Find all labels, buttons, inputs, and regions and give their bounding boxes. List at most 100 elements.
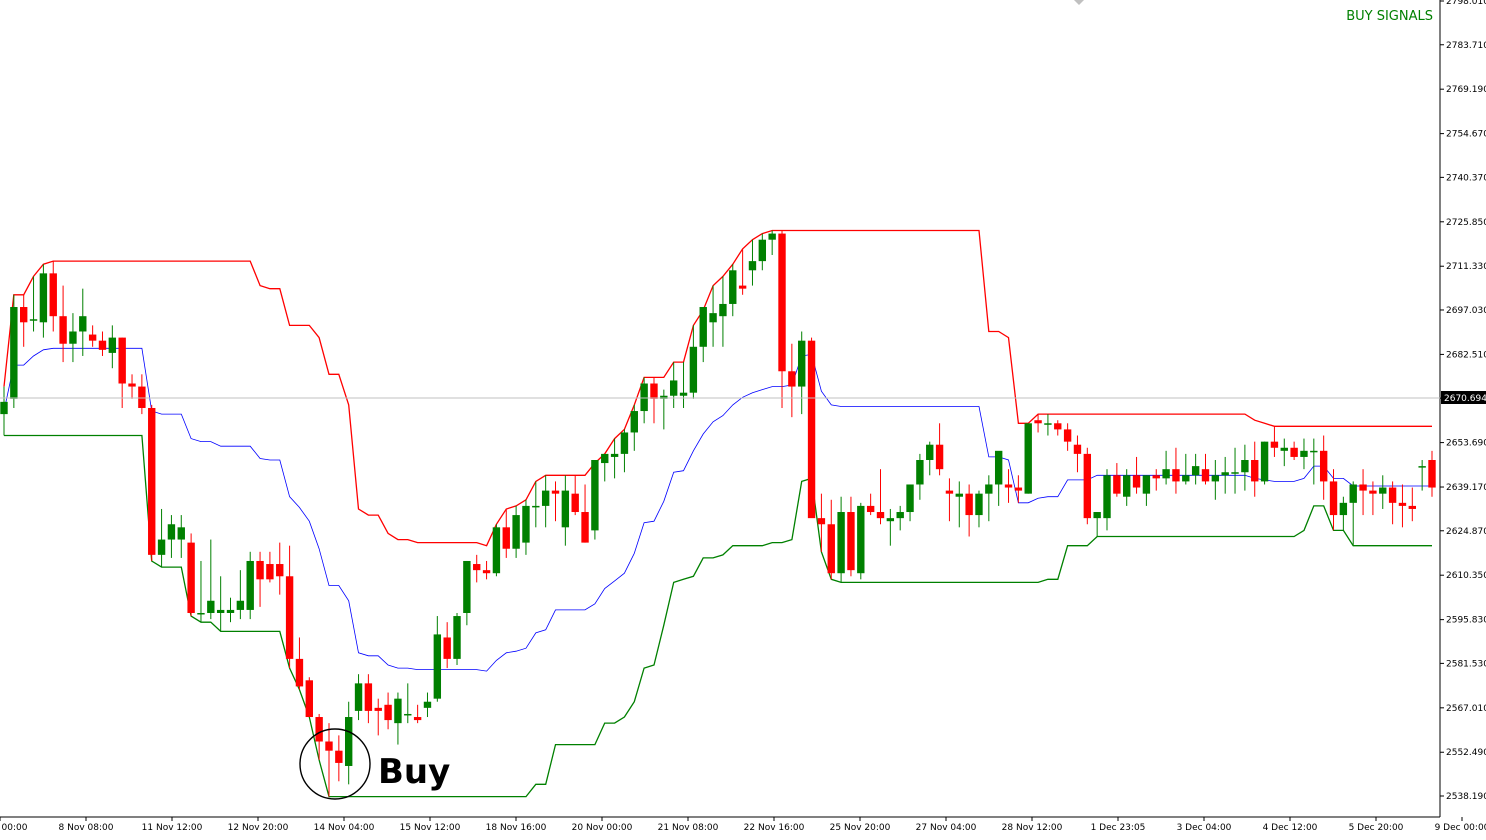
- time-tick-label: 21 Nov 08:00: [658, 823, 719, 833]
- price-tick-label: 2682.510: [1446, 350, 1486, 360]
- candle-body: [20, 307, 28, 323]
- candle-body: [108, 337, 117, 353]
- candle-body: [1024, 423, 1032, 494]
- candle-body: [620, 432, 629, 454]
- candle-body: [88, 334, 97, 341]
- candle-body: [876, 512, 885, 519]
- candle-body: [187, 542, 195, 613]
- candle-body: [1191, 466, 1200, 476]
- candle-body: [916, 460, 924, 485]
- candle-body: [177, 527, 185, 540]
- candle-body: [1428, 460, 1436, 488]
- candle-body: [561, 490, 570, 528]
- candle-body: [778, 233, 786, 372]
- time-tick-label: 27 Nov 04:00: [916, 823, 977, 833]
- buy-annotation-text: Buy: [378, 752, 450, 792]
- price-tick-label: 2740.370: [1446, 173, 1486, 183]
- candle-body: [39, 273, 48, 323]
- price-tick-label: 2769.190: [1446, 85, 1486, 95]
- candle-body: [1329, 481, 1338, 516]
- candle-body: [610, 453, 619, 457]
- price-tick-label: 2595.830: [1446, 616, 1486, 626]
- candle-body: [98, 340, 107, 350]
- candle-body: [640, 383, 648, 412]
- candle-body: [315, 717, 323, 742]
- candle-body: [453, 616, 461, 659]
- current-price-tag-bg: [1441, 391, 1486, 404]
- candle-body: [798, 340, 806, 387]
- time-tick-label: 3 Dec 04:00: [1177, 823, 1232, 833]
- candle-body: [325, 741, 333, 751]
- candle-body: [59, 316, 67, 344]
- candle-body: [1251, 460, 1259, 482]
- candle-body: [473, 564, 481, 571]
- candle-body: [1044, 423, 1052, 425]
- candle-body: [906, 484, 914, 513]
- candle-body: [994, 450, 1003, 485]
- candle-body: [1290, 447, 1298, 457]
- time-tick-label: 9 Dec 00:00: [1435, 823, 1486, 833]
- candle-body: [551, 490, 560, 494]
- candle-body: [591, 460, 599, 531]
- indicator-label: BUY SIGNALS: [1346, 9, 1433, 24]
- price-tick-label: 2798.010: [1446, 0, 1486, 7]
- candle-body: [1349, 484, 1357, 503]
- candle-body: [384, 704, 392, 721]
- lower-band-line: [4, 434, 1432, 798]
- candle-body: [729, 270, 737, 304]
- candle-body: [817, 518, 826, 525]
- price-tick-label: 2653.690: [1446, 439, 1486, 449]
- candle-body: [502, 527, 510, 549]
- candle-body: [935, 444, 944, 470]
- candle-body: [1319, 450, 1328, 482]
- candle-body: [335, 750, 343, 763]
- candle-body: [768, 233, 776, 240]
- candle-body: [886, 518, 895, 522]
- price-tick-label: 2639.170: [1446, 483, 1486, 493]
- candle-body: [1034, 420, 1042, 424]
- candle-body: [1359, 484, 1367, 491]
- candle-body: [1231, 472, 1239, 474]
- candle-body: [216, 609, 225, 613]
- time-tick-label: 12 Nov 20:00: [228, 823, 289, 833]
- candle-body: [985, 484, 993, 494]
- candle-body: [305, 680, 313, 718]
- candle-body: [660, 395, 668, 399]
- candle-body: [492, 527, 501, 574]
- time-tick-label: 14 Nov 04:00: [314, 823, 375, 833]
- candle-body: [1369, 490, 1377, 494]
- candle-body: [601, 453, 609, 464]
- candle-body: [1388, 487, 1397, 503]
- time-tick-label: 1 Dec 23:05: [1091, 823, 1146, 833]
- candle-body: [1408, 505, 1416, 509]
- price-tick-label: 2581.530: [1446, 659, 1486, 669]
- candle-body: [896, 512, 904, 519]
- candles-layer: [0, 230, 1436, 797]
- candle-body: [630, 411, 638, 433]
- time-tick-label: 7 Nov 00:00: [0, 823, 28, 833]
- candle-body: [1398, 502, 1407, 506]
- time-tick-label: 28 Nov 12:00: [1002, 823, 1063, 833]
- candle-body: [1083, 453, 1092, 519]
- candle-body: [699, 307, 707, 347]
- candle-body: [1379, 487, 1387, 494]
- candle-body: [374, 707, 382, 711]
- candle-body: [29, 319, 38, 321]
- candle-body: [1063, 429, 1072, 442]
- candle-body: [148, 407, 156, 555]
- time-tick-label: 25 Nov 20:00: [830, 823, 891, 833]
- scroll-marker-icon[interactable]: [1074, 0, 1084, 5]
- current-price-tag: 2670.694: [1441, 391, 1486, 404]
- price-tick-label: 2610.350: [1446, 571, 1486, 581]
- candle-body: [788, 371, 796, 387]
- candle-body: [138, 386, 146, 408]
- candle-body: [344, 717, 353, 766]
- candle-body: [1172, 469, 1180, 482]
- candle-body: [1221, 472, 1229, 476]
- candle-body: [847, 512, 855, 571]
- time-tick-label: 5 Dec 20:00: [1349, 823, 1404, 833]
- price-tick-label: 2725.850: [1446, 218, 1486, 228]
- candle-body: [541, 490, 550, 506]
